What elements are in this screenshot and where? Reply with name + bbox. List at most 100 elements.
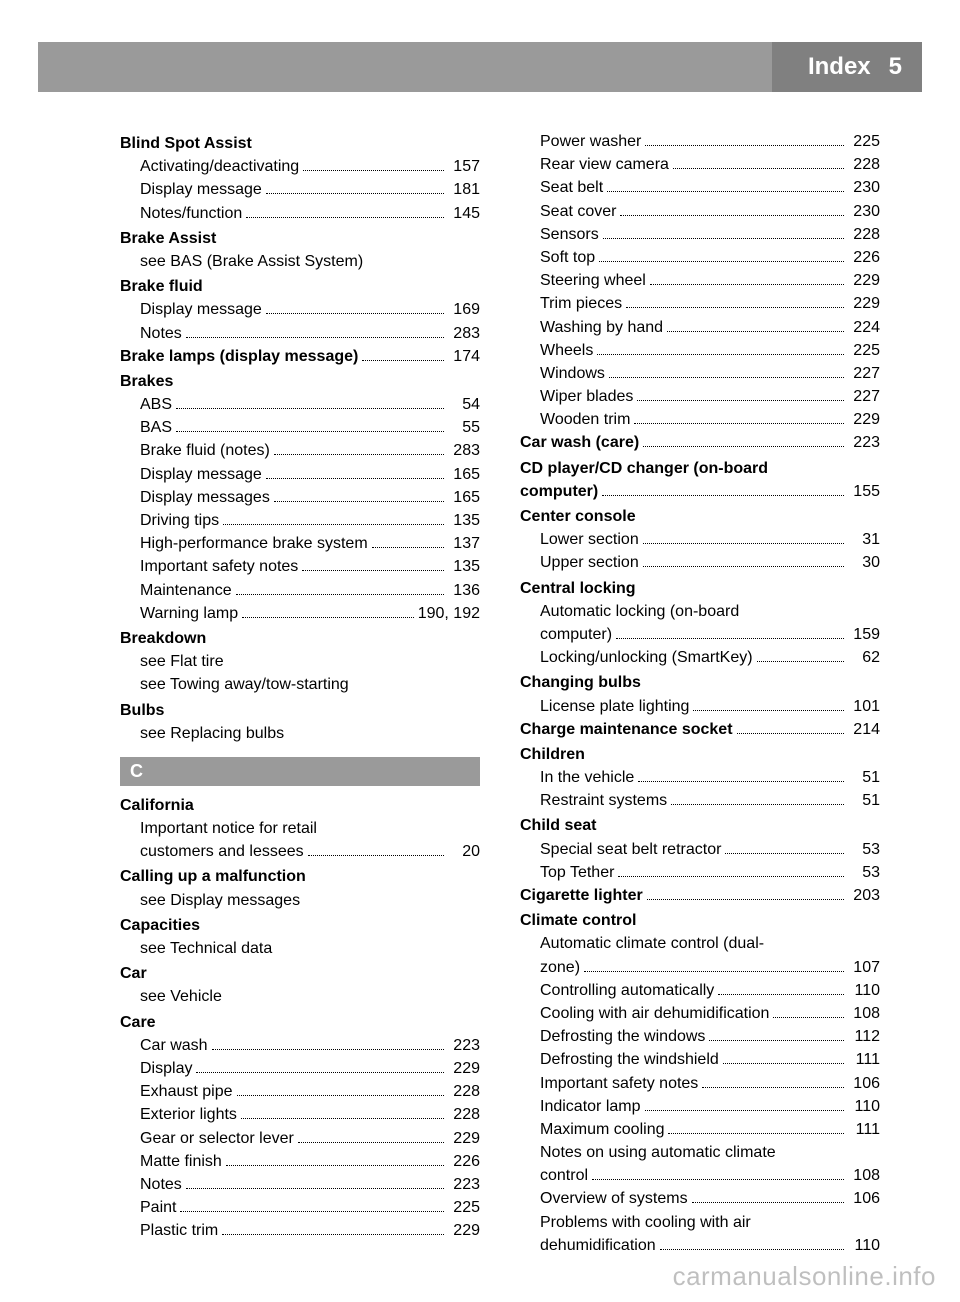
leader-dots: [692, 1202, 844, 1203]
page-number: 203: [848, 884, 880, 907]
page-number: 230: [848, 176, 880, 199]
entry-label: License plate lighting: [540, 695, 689, 718]
index-subentry: Notes283: [140, 322, 480, 345]
index-heading: Bulbs: [120, 699, 480, 722]
page-number: 228: [848, 153, 880, 176]
index-heading: Calling up a malfunction: [120, 865, 480, 888]
index-subentry: Steering wheel229: [540, 269, 880, 292]
page-number: 223: [448, 1173, 480, 1196]
entry-label: Matte finish: [140, 1150, 222, 1173]
leader-dots: [246, 217, 444, 218]
leader-dots: [298, 1142, 444, 1143]
leader-dots: [660, 1249, 844, 1250]
entry-label: Display: [140, 1057, 192, 1080]
index-subentry: control108: [540, 1164, 880, 1187]
leader-dots: [372, 547, 444, 548]
page-number: 225: [848, 339, 880, 362]
leader-dots: [737, 733, 844, 734]
index-heading: Children: [520, 743, 880, 766]
entry-label: dehumidification: [540, 1234, 656, 1257]
entry-label: Indicator lamp: [540, 1095, 641, 1118]
column-left: Blind Spot AssistActivating/deactivating…: [120, 130, 480, 1257]
page-number: 30: [848, 551, 880, 574]
entry-label: Controlling automatically: [540, 979, 714, 1002]
page-number: 230: [848, 200, 880, 223]
index-subentry: Plastic trim229: [140, 1219, 480, 1242]
entry-label: BAS: [140, 416, 172, 439]
page-number: 51: [848, 766, 880, 789]
leader-dots: [266, 193, 444, 194]
page-number: 227: [848, 385, 880, 408]
page-number: 226: [448, 1150, 480, 1173]
page-number: 283: [448, 439, 480, 462]
leader-dots: [237, 1095, 444, 1096]
leader-dots: [186, 337, 444, 338]
entry-label: Trim pieces: [540, 292, 622, 315]
page-number: 111: [848, 1118, 880, 1141]
entry-label: Brake fluid (notes): [140, 439, 270, 462]
index-subentry: customers and lessees 20: [140, 840, 480, 863]
index-subentry: Display message181: [140, 178, 480, 201]
index-entry-bold: Cigarette lighter203: [520, 884, 880, 907]
entry-label: Upper section: [540, 551, 639, 574]
index-subentry: Upper section 30: [540, 551, 880, 574]
entry-label: Lower section: [540, 528, 639, 551]
leader-dots: [226, 1165, 444, 1166]
entry-label: Notes/function: [140, 202, 242, 225]
leader-dots: [362, 360, 444, 361]
leader-dots: [222, 1234, 444, 1235]
leader-dots: [176, 431, 444, 432]
index-heading: Car: [120, 962, 480, 985]
entry-label: Windows: [540, 362, 605, 385]
index-subentry: Windows227: [540, 362, 880, 385]
index-entry-bold: Car wash (care)223: [520, 431, 880, 454]
index-subentry: Display 229: [140, 1057, 480, 1080]
page-number: 214: [848, 718, 880, 741]
index-subentry: In the vehicle 51: [540, 766, 880, 789]
index-subentry: Notes223: [140, 1173, 480, 1196]
index-subtext: see BAS (Brake Assist System): [140, 250, 480, 273]
entry-label: Car wash: [140, 1034, 208, 1057]
entry-label: Steering wheel: [540, 269, 646, 292]
page-number: 225: [848, 130, 880, 153]
page-number: 181: [448, 178, 480, 201]
index-subentry: computer)159: [540, 623, 880, 646]
index-subentry: Overview of systems106: [540, 1187, 880, 1210]
index-subentry: License plate lighting101: [540, 695, 880, 718]
header-index-bar: Index 5: [772, 42, 922, 92]
index-subentry: High-performance brake system137: [140, 532, 480, 555]
entry-label: Paint: [140, 1196, 176, 1219]
index-heading: Climate control: [520, 909, 880, 932]
entry-label: Washing by hand: [540, 316, 663, 339]
section-header: C: [120, 757, 480, 786]
index-heading: Blind Spot Assist: [120, 132, 480, 155]
index-subentry: Wiper blades227: [540, 385, 880, 408]
leader-dots: [266, 478, 444, 479]
entry-label: Seat belt: [540, 176, 603, 199]
leader-dots: [757, 661, 844, 662]
leader-dots: [650, 284, 844, 285]
entry-label: Defrosting the windows: [540, 1025, 705, 1048]
index-subtext: see Replacing bulbs: [140, 722, 480, 745]
index-subentry: Controlling automatically110: [540, 979, 880, 1002]
header-index-label: Index: [808, 53, 871, 81]
index-subentry: Cooling with air dehumidification108: [540, 1002, 880, 1025]
entry-label: customers and lessees: [140, 840, 304, 863]
page-number: 20: [448, 840, 480, 863]
leader-dots: [638, 781, 844, 782]
index-subentry: Lower section31: [540, 528, 880, 551]
page-number: 110: [848, 1234, 880, 1257]
index-entry-bold: Brake lamps (display message)174: [120, 345, 480, 368]
page-number: 137: [448, 532, 480, 555]
page-number: 229: [448, 1057, 480, 1080]
entry-label: Important safety notes: [140, 555, 298, 578]
entry-label: In the vehicle: [540, 766, 634, 789]
header-page-number: 5: [889, 53, 902, 81]
leader-dots: [645, 1110, 845, 1111]
index-subtext: Automatic locking (on-board: [540, 600, 880, 623]
index-entry-bold: computer)155: [520, 480, 880, 503]
page-number: 135: [448, 509, 480, 532]
index-subtext: see Towing away/tow-starting: [140, 673, 480, 696]
index-subentry: Indicator lamp110: [540, 1095, 880, 1118]
leader-dots: [196, 1072, 444, 1073]
